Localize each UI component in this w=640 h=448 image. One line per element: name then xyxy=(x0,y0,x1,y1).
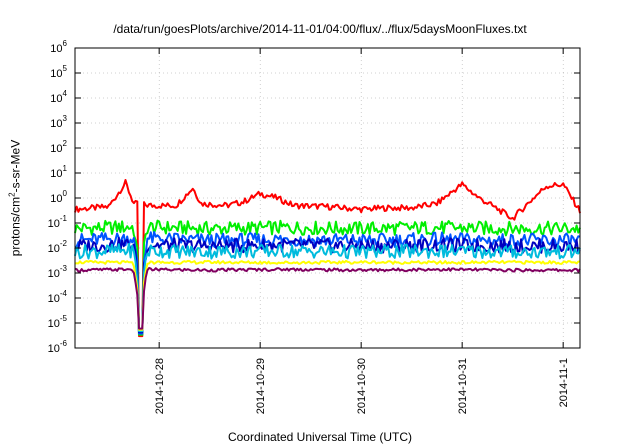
y-tick-label: 10-4 xyxy=(48,289,68,305)
x-axis-label: Coordinated Universal Time (UTC) xyxy=(227,430,413,444)
y-tick-label: 103 xyxy=(50,114,67,130)
y-tick-label: 100 xyxy=(50,189,67,205)
y-tick-label: 105 xyxy=(50,64,67,80)
y-tick-label: 10-3 xyxy=(48,264,68,280)
x-tick-label: 2014-11-1 xyxy=(558,358,570,407)
y-tick-label: 10-6 xyxy=(48,339,68,355)
y-tick-label: 101 xyxy=(50,164,67,180)
series-line-5 xyxy=(74,242,581,333)
series-line-4 xyxy=(74,236,581,334)
y-tick-label: 104 xyxy=(50,89,67,105)
x-tick-label: 2014-10-30 xyxy=(356,358,368,414)
x-tick-label: 2014-10-31 xyxy=(457,358,469,414)
series-line-2 xyxy=(74,219,581,336)
series-line-7 xyxy=(74,267,581,330)
series-lines xyxy=(74,179,581,338)
chart-title: /data/run/goesPlots/archive/2014-11-01/0… xyxy=(113,22,527,36)
y-tick-label: 10-1 xyxy=(48,214,68,230)
y-tick-label: 106 xyxy=(50,39,67,55)
y-tick-label: 10-5 xyxy=(48,314,68,330)
grid xyxy=(75,48,580,348)
y-tick-label: 10-2 xyxy=(48,239,68,255)
series-line-1 xyxy=(74,179,581,338)
plot-frame xyxy=(74,47,581,349)
series-line-6 xyxy=(74,259,581,331)
x-tick-label: 2014-10-29 xyxy=(255,358,267,414)
y-tick-label: 102 xyxy=(50,139,67,155)
x-tick-label: 2014-10-28 xyxy=(154,358,166,414)
